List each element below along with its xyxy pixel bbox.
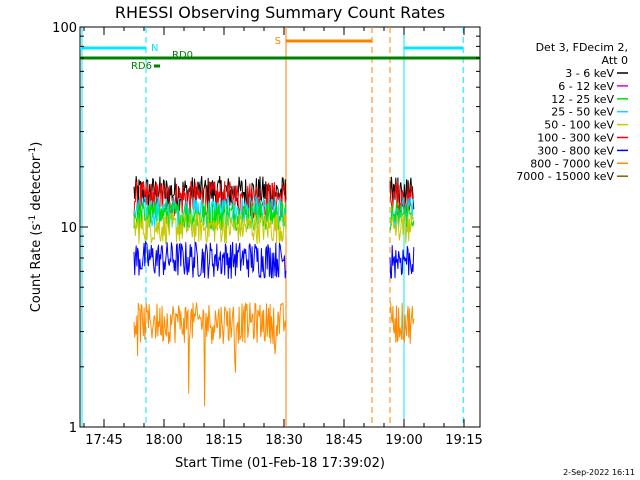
flag-label-4: RD6 xyxy=(131,61,152,72)
y-tick-label-1: 10 xyxy=(60,221,77,236)
x-tick-label-3: 18:30 xyxy=(265,433,302,448)
legend-label-1: 6 - 12 keV xyxy=(558,80,614,93)
x-tick-label-0: 17:45 xyxy=(85,433,122,448)
chart-title: RHESSI Observing Summary Count Rates xyxy=(115,3,445,22)
y-axis-label-close: ) xyxy=(29,142,44,147)
y-axis-label-mid: detector xyxy=(29,155,44,215)
legend-label-0: 3 - 6 keV xyxy=(565,67,614,80)
legend-header-1: Att 0 xyxy=(602,54,628,67)
x-tick-label-1: 18:00 xyxy=(145,433,182,448)
legend-label-7: 800 - 7000 keV xyxy=(530,157,614,170)
svg-text:Count Rate (s-1 detector-1): Count Rate (s-1 detector-1) xyxy=(28,142,44,313)
legend-label-3: 25 - 50 keV xyxy=(551,106,614,119)
legend-label-2: 12 - 25 keV xyxy=(551,93,614,106)
legend-label-4: 50 - 100 keV xyxy=(544,119,614,132)
x-tick-label-6: 19:15 xyxy=(445,433,482,448)
x-tick-label-2: 18:15 xyxy=(205,433,242,448)
x-tick-label-4: 18:45 xyxy=(325,433,362,448)
series-line-50-100-keV-seg1 xyxy=(389,213,415,244)
footer-date: 2-Sep-2022 16:11 xyxy=(563,468,635,477)
series-line-50-100-keV-seg0 xyxy=(133,212,287,246)
flag-label-3: RD0 xyxy=(172,50,193,61)
y-tick-label-2: 100 xyxy=(52,21,77,36)
flag-label-1: S xyxy=(275,36,281,47)
legend-label-6: 300 - 800 keV xyxy=(537,144,614,157)
y-tick-label-0: 1 xyxy=(69,421,77,436)
y-axis-label-main: Count Rate (s xyxy=(29,224,44,313)
legend-label-8: 7000 - 15000 keV xyxy=(516,170,614,183)
series-line-300-800-keV-seg0 xyxy=(133,240,287,279)
x-tick-label-5: 19:00 xyxy=(385,433,422,448)
legend-header-0: Det 3, FDecim 2, xyxy=(536,41,628,54)
y-axis-label-sup: -1 xyxy=(28,215,38,224)
series-line-800-7000-keV-seg0 xyxy=(133,302,287,407)
legend-label-5: 100 - 300 keV xyxy=(537,132,614,145)
series-line-25-50-keV-seg1 xyxy=(389,197,415,229)
flag-label-0: N xyxy=(151,43,158,54)
y-axis-label-sup2: -1 xyxy=(28,147,38,156)
series-line-300-800-keV-seg1 xyxy=(389,245,415,280)
series-line-800-7000-keV-seg1 xyxy=(389,302,415,344)
x-axis-label: Start Time (01-Feb-18 17:39:02) xyxy=(175,456,385,471)
y-axis-label: Count Rate (s-1 detector-1) xyxy=(28,142,44,313)
